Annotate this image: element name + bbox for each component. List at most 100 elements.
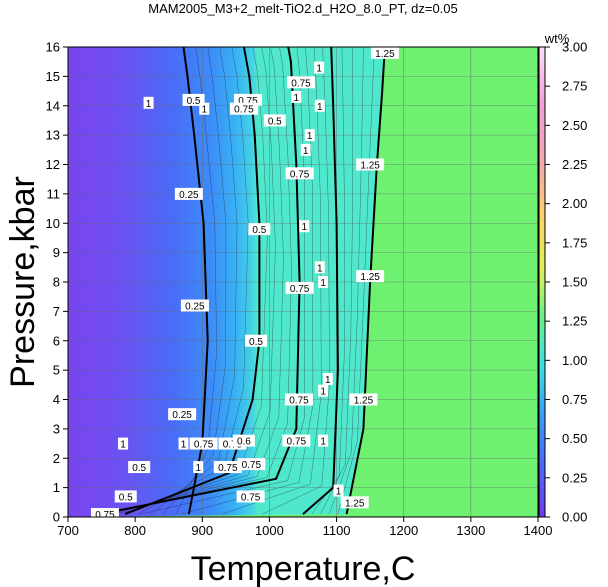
fine-contour-line bbox=[221, 47, 322, 515]
contour-label: 0.75 bbox=[291, 78, 311, 89]
contour-label-box bbox=[314, 61, 325, 74]
contour-label: 0.5 bbox=[132, 463, 146, 474]
contour-line-1.25 bbox=[345, 47, 386, 515]
contour-label: 1 bbox=[294, 93, 300, 104]
contour-label: 0.75 bbox=[287, 437, 307, 448]
contour-label: 0.75 bbox=[289, 396, 309, 407]
contour-label: 1 bbox=[146, 99, 152, 110]
y-tick-label: 10 bbox=[46, 216, 60, 231]
contour-label: 0.5 bbox=[187, 96, 201, 107]
x-tick-label: 1400 bbox=[524, 523, 553, 538]
contour-label-box bbox=[168, 408, 197, 421]
contour-label-box bbox=[180, 299, 209, 312]
contour-label-box bbox=[322, 372, 333, 385]
x-tick-label: 1200 bbox=[389, 523, 418, 538]
x-tick-label: 800 bbox=[124, 523, 146, 538]
contour-label-box bbox=[291, 90, 302, 103]
contour-label-box bbox=[237, 458, 266, 471]
contour-label: 1 bbox=[317, 263, 323, 274]
colorbar-tick-label: 0.50 bbox=[562, 431, 587, 446]
contour-label-box bbox=[114, 490, 137, 503]
fine-contour-line bbox=[140, 47, 305, 515]
plot-area: 1 0.510.750.75110.7511.25111111110.750.75… bbox=[68, 47, 538, 517]
colorbar-tick-label: 3.00 bbox=[562, 40, 587, 55]
contour-label: 1 bbox=[320, 437, 326, 448]
contour-label: 1 bbox=[320, 387, 326, 398]
contour-label: 0.5 bbox=[249, 337, 263, 348]
colorbar-tick-label: 1.00 bbox=[562, 353, 587, 368]
colorbar-tick-label: 2.00 bbox=[562, 196, 587, 211]
contour-label-box bbox=[143, 96, 154, 109]
contour-label-box bbox=[318, 276, 329, 288]
contour-label: 1.25 bbox=[360, 161, 380, 172]
contour-label: 0.75 bbox=[194, 440, 214, 451]
y-axis-label: Pressure,kbar bbox=[4, 176, 42, 388]
colorbar-tick-label: 2.75 bbox=[562, 79, 587, 94]
contour-label: 0.5 bbox=[268, 116, 282, 127]
fine-contour-line bbox=[110, 47, 284, 515]
contour-label-box bbox=[304, 129, 315, 142]
contour-label-box bbox=[90, 508, 119, 517]
contour-label-box bbox=[128, 461, 151, 474]
contour-label-box bbox=[248, 223, 271, 236]
contour-label-box bbox=[213, 461, 242, 474]
contour-label-box bbox=[232, 434, 255, 447]
contour-label-box bbox=[285, 167, 314, 180]
y-tick-label: 12 bbox=[46, 157, 60, 172]
contour-label: 0.75 bbox=[218, 463, 238, 474]
y-tick-label: 14 bbox=[46, 98, 60, 113]
colorbar-label: wt% bbox=[544, 31, 570, 46]
contour-labels: 1 0.510.750.75110.7511.25111111110.750.75… bbox=[90, 47, 399, 517]
colorbar-tick-label: 2.50 bbox=[562, 118, 587, 133]
major-contours bbox=[100, 47, 386, 516]
contour-label-box bbox=[349, 393, 378, 406]
contour-label: 1 bbox=[316, 64, 322, 75]
contour-label: 0.25 bbox=[185, 302, 205, 313]
contour-label: 1.25 bbox=[360, 272, 380, 283]
contour-label-box bbox=[284, 393, 313, 406]
contour-label: 1 bbox=[195, 463, 201, 474]
colorbar-ticks: 0.00 0.25 0.50 0.75 1.00 1.25 1.50 1.75 2.00 2.25… bbox=[545, 40, 587, 525]
contour-label-box bbox=[174, 187, 203, 200]
colorbar-tick-label: 1.25 bbox=[562, 314, 587, 329]
contour-label-box bbox=[299, 220, 310, 233]
contour-label: 1 bbox=[303, 146, 309, 157]
contour-label-box bbox=[314, 99, 325, 112]
contour-label: 1 bbox=[120, 440, 126, 451]
contour-label: 1 bbox=[325, 375, 331, 386]
y-tick-label: 8 bbox=[53, 275, 60, 290]
contour-label-box bbox=[182, 93, 205, 106]
contour-label-box bbox=[318, 384, 329, 397]
y-tick-label: 15 bbox=[46, 69, 60, 84]
contour-label-box bbox=[356, 270, 385, 283]
contour-label-box bbox=[178, 437, 189, 450]
contour-label: 1.25 bbox=[354, 396, 374, 407]
contour-label-box bbox=[263, 114, 286, 127]
contour-label-box bbox=[333, 484, 344, 497]
x-axis-ticks: 700 800 900 1000 1100 1200 1300 1400 bbox=[57, 517, 552, 538]
contour-label-box bbox=[282, 434, 311, 447]
contour-label-box bbox=[286, 76, 315, 89]
contour-label: 1.25 bbox=[375, 49, 395, 60]
contour-label-box bbox=[300, 143, 311, 156]
colorbar-tick-label: 1.75 bbox=[562, 235, 587, 250]
contour-label: 1.25 bbox=[345, 498, 365, 509]
y-tick-label: 2 bbox=[53, 451, 60, 466]
y-tick-label: 16 bbox=[46, 40, 60, 55]
contour-label-box bbox=[356, 158, 385, 171]
contour-label-box bbox=[118, 437, 129, 450]
y-tick-label: 13 bbox=[46, 128, 60, 143]
contour-label: 0.5 bbox=[119, 492, 133, 503]
fine-contour-line bbox=[320, 47, 354, 515]
y-tick-label: 6 bbox=[53, 333, 60, 348]
contour-label: 1 bbox=[302, 222, 308, 233]
contour-label: 0.25 bbox=[179, 190, 199, 201]
fine-contour-line bbox=[115, 47, 276, 515]
contour-label: 1 bbox=[202, 105, 208, 116]
fine-contour-line bbox=[105, 47, 292, 515]
contour-label: 1 bbox=[336, 487, 342, 498]
contour-label-box bbox=[314, 261, 325, 274]
contour-label: 0.75 bbox=[290, 284, 310, 295]
